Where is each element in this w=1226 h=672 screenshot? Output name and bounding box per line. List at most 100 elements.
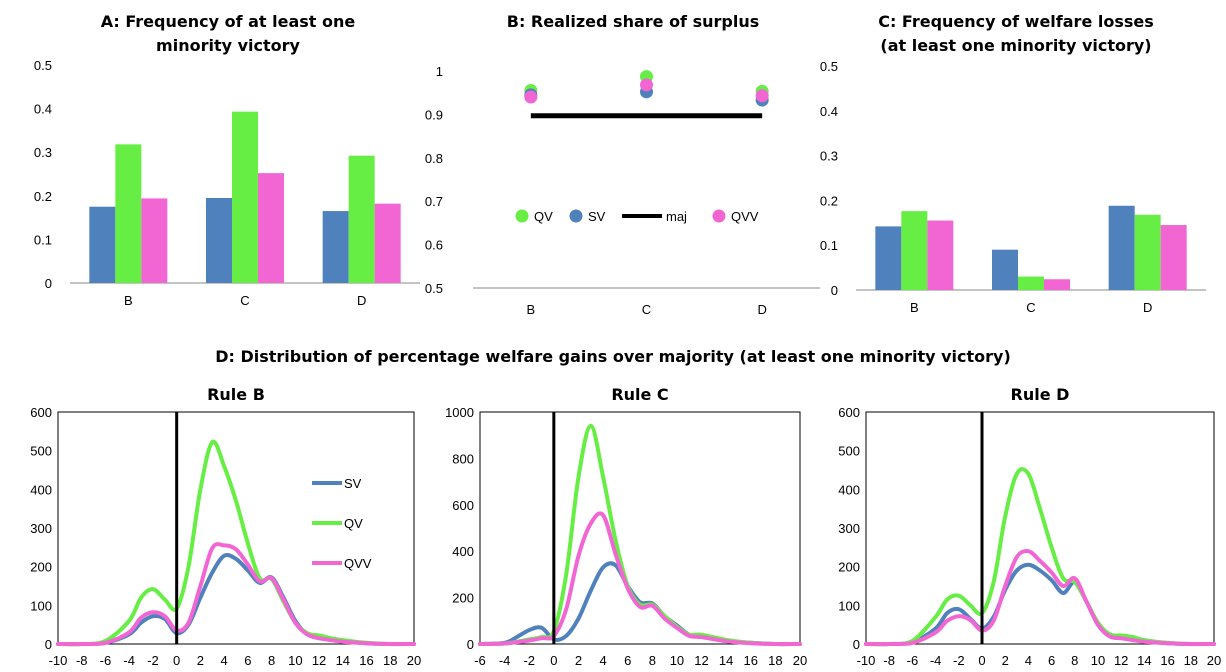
y-tick-label-D-D: 300 (838, 521, 860, 536)
x-tick-label-D-B: 16 (359, 653, 373, 668)
series-line-qv (478, 423, 802, 647)
chart-title-C-line2: (at least one minority victory) (880, 36, 1151, 55)
bar-qv-c (1018, 276, 1044, 290)
chart-title-D-B: Rule B (207, 385, 265, 404)
y-tick-label-D-D: 0 (853, 637, 860, 652)
x-tick-label-D-C: 14 (719, 653, 733, 668)
legend-label-QVV: QVV (731, 209, 759, 224)
bar-qvv-c (258, 173, 284, 283)
x-tick-label-D-D: -2 (953, 653, 965, 668)
x-tick-label-D-B: -2 (147, 653, 159, 668)
legend-label-QVV: QVV (344, 556, 372, 571)
bar-qv-b (901, 211, 928, 290)
legend-marker-SV (569, 209, 583, 223)
y-tick-label-D-B: 500 (30, 444, 52, 459)
y-tick-label-C: 0.1 (820, 238, 838, 253)
plot-frame-D-D (865, 411, 1215, 645)
x-tick-label-A: D (357, 293, 366, 308)
point-qvv-d (755, 89, 769, 103)
x-tick-label-D-B: 10 (288, 653, 302, 668)
x-tick-label-D-C: 10 (670, 653, 684, 668)
bar-qv-c (232, 111, 258, 283)
x-tick-label-D-B: 20 (407, 653, 421, 668)
x-tick-label-D-B: 18 (383, 653, 397, 668)
x-tick-label-B: B (526, 302, 535, 317)
x-tick-label-D-C: 4 (599, 653, 606, 668)
bar-qvv-b (141, 198, 168, 283)
series-line-qvv (56, 542, 416, 647)
y-tick-label-A: 0.4 (34, 102, 52, 117)
y-tick-label-A: 0 (45, 276, 52, 291)
y-tick-label-B: 0.8 (425, 151, 443, 166)
legend-marker-QV (515, 209, 529, 223)
x-tick-label-C: B (910, 300, 919, 315)
x-tick-label-D-B: -4 (123, 653, 135, 668)
x-tick-label-D-D: -4 (930, 653, 942, 668)
series-line-qv (864, 467, 1216, 647)
x-tick-label-D-C: -4 (499, 653, 511, 668)
y-tick-label-D-B: 0 (45, 637, 52, 652)
chart-title-D-C: Rule C (611, 385, 668, 404)
x-tick-label-A: C (240, 293, 249, 308)
legend-label-SV: SV (344, 476, 362, 491)
chart-title-A-line2: minority victory (156, 36, 300, 55)
y-tick-label-A: 0.5 (34, 58, 52, 73)
x-tick-label-D-B: -6 (100, 653, 112, 668)
x-tick-label-D-D: 6 (1048, 653, 1055, 668)
x-tick-label-A: B (124, 293, 133, 308)
x-tick-label-D-C: 12 (694, 653, 708, 668)
y-tick-label-B: 0.5 (425, 281, 443, 296)
x-tick-label-D-C: -6 (474, 653, 486, 668)
y-tick-label-C: 0.5 (820, 59, 838, 74)
bar-sv-c (992, 249, 1018, 290)
x-tick-label-D-C: 2 (575, 653, 582, 668)
y-tick-label-D-C: 0 (467, 637, 474, 652)
chart-title-D-D: Rule D (1011, 385, 1070, 404)
chart-panel-C: C: Frequency of welfare losses (at least … (820, 12, 1206, 315)
x-tick-label-D-B: 0 (173, 653, 180, 668)
bar-sv-b (875, 226, 902, 290)
legend-label-QV: QV (344, 516, 363, 531)
chart-panel-A: A: Frequency of at least one minority vic… (34, 12, 420, 308)
y-tick-label-D-D: 500 (838, 444, 860, 459)
bar-qvv-d (374, 203, 401, 283)
chart-title-A: A: Frequency of at least one (101, 12, 356, 31)
x-tick-label-D-D: 12 (1114, 653, 1128, 668)
x-tick-label-D-B: 8 (268, 653, 275, 668)
x-tick-label-D-C: 16 (744, 653, 758, 668)
x-tick-label-D-C: 6 (624, 653, 631, 668)
legend-label-QV: QV (534, 209, 553, 224)
y-tick-label-D-D: 600 (838, 405, 860, 420)
x-tick-label-D-D: 18 (1184, 653, 1198, 668)
bar-qv-d (348, 155, 375, 283)
y-tick-label-D-C: 600 (452, 498, 474, 513)
point-qvv-c (640, 78, 653, 92)
bar-qvv-c (1044, 279, 1070, 290)
y-tick-label-D-D: 400 (838, 482, 860, 497)
x-tick-label-D-D: 10 (1091, 653, 1105, 668)
y-tick-label-A: 0.3 (34, 145, 52, 160)
chart-panel-B: B: Realized share of surplus 0.5 0.6 0.7 0.8… (425, 12, 820, 317)
x-tick-label-D-B: -8 (76, 653, 88, 668)
y-tick-label-D-D: 100 (838, 598, 860, 613)
bar-sv-c (206, 197, 232, 283)
y-tick-label-A: 0.1 (34, 232, 52, 247)
legend-marker-QVV (712, 209, 726, 223)
bar-qv-d (1134, 214, 1161, 290)
y-tick-label-B: 0.6 (425, 238, 443, 253)
plot-frame-D-C (479, 411, 801, 645)
figure-title: D: Distribution of percentage welfare ga… (215, 347, 1011, 366)
series-line-sv (864, 562, 1216, 647)
y-tick-label-C: 0.4 (820, 104, 838, 119)
x-tick-label-D-D: 4 (1025, 653, 1032, 668)
legend-label-SV: SV (588, 209, 606, 224)
chart-panel-D-B: Rule B 0 100 200 300 400 500 600 -10 -8 -6 -4 -2 0 2 4 6… (30, 385, 421, 668)
x-tick-label-D-B: -10 (49, 653, 68, 668)
legend-label-maj: maj (666, 209, 687, 224)
series-line-qvv (864, 549, 1216, 647)
y-tick-label-D-C: 200 (452, 591, 474, 606)
y-tick-label-A: 0.2 (34, 189, 52, 204)
bar-qvv-d (1160, 225, 1187, 290)
y-tick-label-D-B: 100 (30, 598, 52, 613)
